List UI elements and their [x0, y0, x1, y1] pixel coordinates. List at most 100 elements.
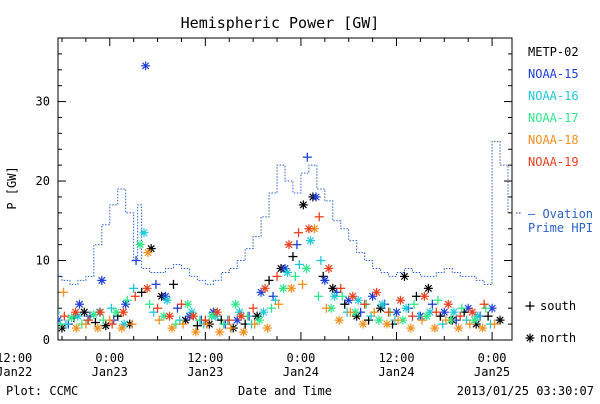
- data-point-north: [136, 240, 145, 249]
- data-point-south: [410, 300, 419, 309]
- data-point-south: [480, 300, 489, 309]
- data-point-north: [7, 252, 16, 261]
- data-point-north: [213, 308, 222, 317]
- data-point-south: [60, 312, 69, 321]
- data-point-south: [81, 320, 90, 329]
- data-point-north: [38, 316, 47, 325]
- data-point-north: [167, 324, 176, 333]
- data-point-north: [255, 316, 264, 325]
- data-point-north: [231, 300, 240, 309]
- data-point-north: [67, 313, 76, 322]
- data-point-north: [26, 260, 35, 269]
- data-point-south: [153, 304, 162, 313]
- x-tick-date-label: Jan25: [474, 365, 510, 379]
- marker-stroke: [9, 253, 15, 259]
- data-point-south: [267, 304, 276, 313]
- data-point-south: [269, 292, 278, 301]
- data-point-north: [191, 328, 200, 337]
- data-point-south: [303, 153, 312, 162]
- legend-item-noaa-16: NOAA-16: [528, 89, 579, 103]
- marker-stroke: [7, 257, 13, 263]
- plot-area: 010203012:00Jan220:00Jan2312:00Jan230:00…: [0, 38, 512, 379]
- data-point-north: [165, 312, 174, 321]
- data-point-north: [143, 284, 152, 293]
- data-point-north: [400, 272, 409, 281]
- marker-stroke: [49, 305, 55, 311]
- marker-stroke: [17, 321, 23, 327]
- marker-stroke: [27, 261, 33, 267]
- data-point-south: [173, 304, 182, 313]
- data-point-north: [141, 61, 150, 70]
- data-point-north: [237, 312, 246, 321]
- data-point-north: [444, 300, 453, 309]
- data-point-south: [19, 316, 28, 325]
- data-point-north: [207, 312, 216, 321]
- x-tick-time-label: 12:00: [187, 351, 223, 365]
- data-point-south: [27, 324, 36, 333]
- data-point-north: [396, 296, 405, 305]
- data-point-north: [30, 312, 39, 321]
- marker-stroke: [15, 281, 21, 287]
- marker-stroke: [27, 261, 33, 267]
- data-point-south: [46, 318, 55, 327]
- data-point-south: [128, 320, 137, 329]
- data-point-south: [408, 312, 417, 321]
- x-tick-date-label: Jan23: [92, 365, 128, 379]
- data-point-north: [144, 248, 153, 257]
- data-point-south: [2, 324, 11, 333]
- data-point-north: [372, 288, 381, 297]
- data-point-north: [440, 308, 449, 317]
- data-point-south: [169, 280, 178, 289]
- data-point-south: [11, 304, 20, 313]
- data-point-south: [108, 320, 117, 329]
- south-marker-legend-icon: [526, 302, 535, 311]
- x-tick-date-label: Jan22: [0, 365, 32, 379]
- plot-frame: [58, 38, 512, 340]
- data-point-north: [299, 200, 308, 209]
- y-tick-label: 20: [36, 174, 50, 188]
- data-point-north: [189, 312, 198, 321]
- data-point-north: [215, 328, 224, 337]
- data-point-south: [129, 284, 138, 293]
- marker-stroke: [25, 297, 31, 303]
- data-point-south: [145, 300, 154, 309]
- data-point-south: [484, 312, 493, 321]
- data-point-north: [306, 236, 315, 245]
- data-point-north: [72, 324, 81, 333]
- data-point-north: [382, 320, 391, 329]
- data-point-south: [364, 316, 373, 325]
- ovation-hpi-line: [0, 141, 508, 284]
- data-point-north: [80, 308, 89, 317]
- marker-stroke: [9, 253, 15, 259]
- data-point-north: [10, 216, 19, 225]
- marker-stroke: [39, 317, 45, 323]
- data-point-south: [0, 308, 4, 317]
- data-point-north: [239, 328, 248, 337]
- ovation-legend-label: Prime HPI: [528, 221, 593, 235]
- data-point-south: [384, 308, 393, 317]
- data-point-north: [324, 264, 333, 273]
- data-point-north: [163, 296, 172, 305]
- legend-item-noaa-15: NOAA-15: [528, 67, 579, 81]
- data-point-south: [225, 316, 234, 325]
- data-point-south: [490, 320, 499, 329]
- data-point-south: [36, 308, 45, 317]
- x-tick-time-label: 12:00: [378, 351, 414, 365]
- marker-stroke: [49, 305, 55, 311]
- data-point-north: [119, 308, 128, 317]
- chart-title: Hemispheric Power [GW]: [181, 14, 380, 32]
- data-point-south: [315, 212, 324, 221]
- data-point-north: [93, 324, 102, 333]
- legend-item-noaa-19: NOAA-19: [528, 155, 579, 169]
- data-point-north: [330, 292, 339, 301]
- data-point-south: [360, 300, 369, 309]
- data-point-south: [23, 304, 32, 313]
- data-point-north: [354, 296, 363, 305]
- marker-legend-south: south: [540, 299, 576, 313]
- data-point-south: [193, 321, 202, 330]
- data-point-north: [35, 312, 44, 321]
- data-point-south: [132, 256, 141, 265]
- data-point-north: [101, 321, 110, 330]
- data-point-north: [261, 284, 270, 293]
